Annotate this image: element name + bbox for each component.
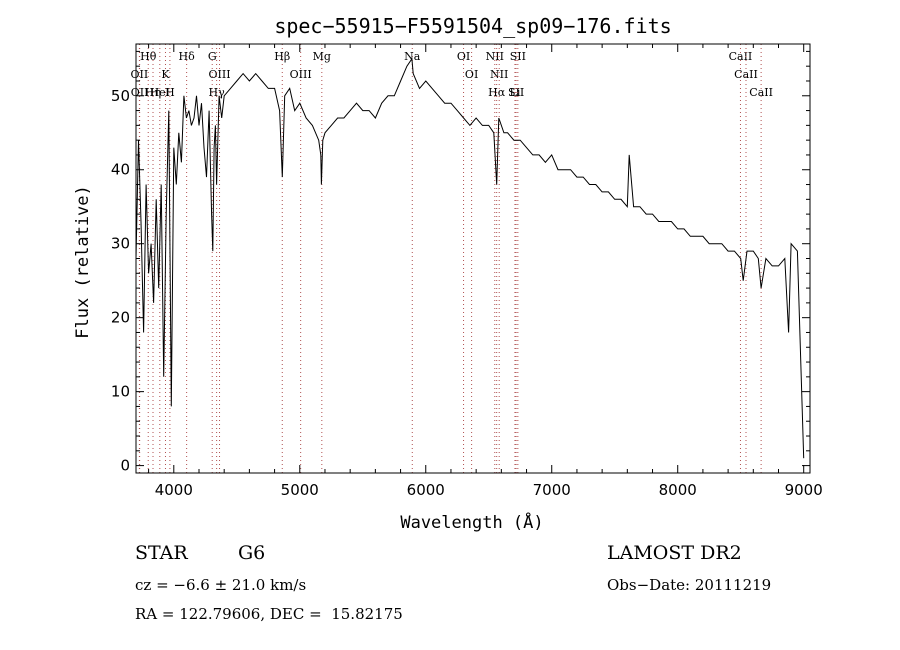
x-tick-label: 6000 [407,481,445,499]
x-axis-label: Wavelength (Å) [400,511,543,533]
spectral-line-label: Hθ [140,50,157,63]
y-tick-label: 30 [111,235,130,253]
spectral-line-label: NII [486,50,504,63]
observation-date: Obs−Date: 20111219 [607,576,772,594]
x-tick-label: 7000 [533,481,571,499]
spectral-line-label: SII [508,86,524,99]
spectral-line-label: Li [510,86,521,99]
spectral-line-label: HeI [150,86,170,99]
spectral-line-label: OII [131,86,149,99]
spectral-line-label: NII [490,68,508,81]
y-tick-label: 20 [111,309,130,327]
spectral-line-label: Na [404,50,421,63]
x-tick-label: 5000 [281,481,319,499]
x-tick-label: 4000 [155,481,193,499]
spectral-line-label: OI [457,50,470,63]
survey-name: LAMOST DR2 [607,542,742,564]
spectral-line-label: H [165,86,175,99]
spectral-line-label: Hδ [179,50,196,63]
spectral-line-label: CaII [734,68,758,81]
plot-frame [135,43,811,474]
spectral-line-label: SII [510,50,526,63]
object-subclass: G6 [238,542,266,564]
spectral-line-label: Mg [313,50,331,63]
x-tick-label: 8000 [659,481,697,499]
spectral-line-label: Hη [145,86,161,99]
spectral-line-label: OIII [290,68,312,81]
spectral-line-label: G [208,50,217,63]
spectral-line-label: K [161,68,170,81]
y-tick-label: 10 [111,383,130,401]
y-tick-label: 50 [111,87,130,105]
x-tick-label: 9000 [785,481,823,499]
sky-coordinates: RA = 122.79606, DEC = 15.82175 [135,605,403,623]
y-tick-label: 40 [111,161,130,179]
spectral-line-label: Hα [488,86,506,99]
spectral-line-label: CaII [729,50,753,63]
spectral-line-label: OIII [208,68,230,81]
spectral-line-label: OI [465,68,478,81]
spectral-line-label: Hβ [274,50,290,63]
chart-title: spec−55915−F5591504_sp09−176.fits [274,14,671,38]
spectral-line-label: CaII [749,86,773,99]
y-axis-label: Flux (relative) [73,185,93,339]
spectral-line-label: Hγ [209,86,226,99]
object-class: STAR [135,542,188,564]
y-tick-label: 0 [120,457,130,475]
redshift-cz: cz = −6.6 ± 21.0 km/s [135,576,307,594]
spectrum-series-line [135,57,805,459]
spectral-line-label: OII [131,68,149,81]
